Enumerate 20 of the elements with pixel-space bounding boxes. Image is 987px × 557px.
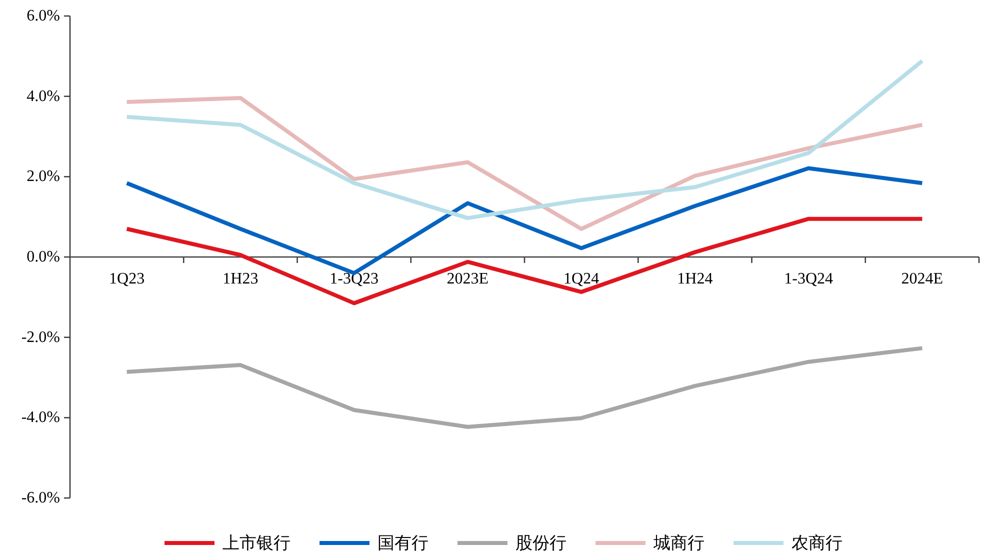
y-tick-label: 2.0%	[26, 168, 60, 186]
legend-label: 城商行	[654, 534, 704, 552]
y-tick-label: 6.0%	[26, 8, 60, 24]
legend-label: 上市银行	[222, 534, 290, 552]
y-tick-label: -4.0%	[21, 409, 60, 426]
x-tick-label: 1-3Q23	[330, 270, 378, 288]
x-tick-label: 1Q24	[564, 270, 600, 288]
y-tick-label: -2.0%	[21, 328, 60, 346]
x-tick-label: 1-3Q24	[784, 270, 833, 288]
legend-label: 股份行	[516, 534, 566, 552]
x-tick-label: 1H23	[222, 270, 258, 288]
x-tick-label: 1Q23	[109, 270, 145, 288]
y-tick-label: 4.0%	[26, 88, 60, 105]
x-tick-label: 2023E	[446, 270, 489, 288]
x-tick-label: 1H24	[677, 270, 713, 288]
legend-label: 国有行	[378, 534, 428, 552]
x-tick-label: 2024E	[901, 270, 944, 288]
y-tick-label: 0.0%	[26, 248, 60, 266]
legend-label: 农商行	[792, 534, 842, 552]
y-tick-label: -6.0%	[21, 490, 60, 506]
